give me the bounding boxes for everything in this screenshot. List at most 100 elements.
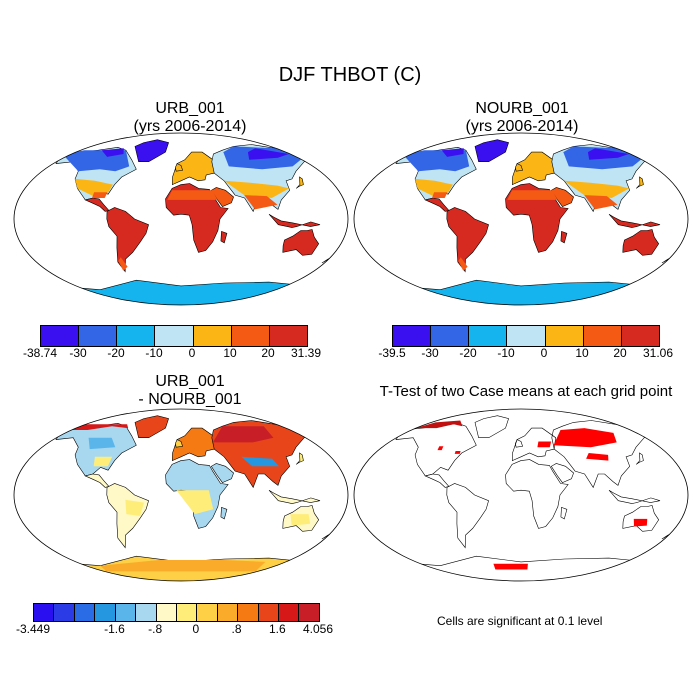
colorbar-tick-label: 20 bbox=[261, 346, 275, 360]
field-patch bbox=[432, 192, 448, 198]
colorbar-tick-label: 31.06 bbox=[642, 346, 674, 360]
colorbar-tick-label: 1.6 bbox=[268, 622, 286, 636]
colorbar-swatch bbox=[431, 326, 470, 346]
field-patch bbox=[584, 195, 618, 210]
land-antarctica bbox=[394, 279, 649, 305]
field-patch bbox=[454, 451, 461, 454]
land-japan bbox=[635, 452, 644, 465]
colorbar-swatch bbox=[117, 326, 156, 346]
land-madagascar bbox=[560, 506, 568, 520]
map-outline bbox=[13, 408, 349, 582]
panel-title-ttest: T-Test of two Case means at each grid po… bbox=[379, 383, 673, 400]
colorbar-tick-label: -30 bbox=[69, 346, 87, 360]
land-namerica bbox=[395, 422, 477, 477]
field-patch bbox=[93, 456, 113, 467]
colorbar-swatch bbox=[217, 604, 239, 621]
land-australia bbox=[622, 505, 660, 532]
land-australia bbox=[622, 229, 660, 256]
panel-title-nourb: NOURB_001 (yrs 2006-2014) bbox=[362, 100, 682, 136]
colorbar-swatch bbox=[469, 326, 508, 346]
field-patch bbox=[101, 148, 124, 157]
land-camerica bbox=[84, 473, 110, 488]
colorbar-swatch bbox=[197, 604, 218, 621]
map-urb bbox=[13, 132, 349, 306]
colorbar-tick-label: -39.5 bbox=[378, 346, 406, 360]
colorbar-swatch bbox=[621, 326, 659, 346]
panel-title-urb-line2: (yrs 2006-2014) bbox=[133, 118, 247, 135]
land-camerica bbox=[84, 197, 110, 212]
land-japan bbox=[635, 176, 644, 189]
land-japan bbox=[295, 176, 304, 189]
land-greenland bbox=[134, 415, 169, 438]
land-greenland bbox=[474, 415, 509, 438]
colorbar-urb bbox=[40, 325, 308, 347]
field-patch bbox=[633, 518, 648, 527]
colorbar-swatch bbox=[258, 604, 280, 621]
land-arabia bbox=[210, 187, 234, 207]
colorbar-swatch bbox=[34, 604, 55, 621]
field-patch bbox=[415, 420, 463, 429]
colorbar-swatch bbox=[193, 326, 232, 346]
land-uk bbox=[175, 163, 183, 172]
colorbar-swatch bbox=[269, 326, 307, 346]
land-samerica bbox=[446, 207, 489, 273]
land-indonesia bbox=[268, 213, 321, 228]
land-antarctica bbox=[394, 555, 649, 581]
land-indonesia bbox=[268, 489, 321, 504]
colorbar-swatch bbox=[176, 604, 198, 621]
map-outline bbox=[13, 132, 349, 306]
land-madagascar bbox=[560, 230, 568, 244]
land-uk bbox=[515, 439, 523, 448]
colorbar-tick-label: -10 bbox=[497, 346, 515, 360]
land-greenland bbox=[134, 139, 169, 162]
land-camerica bbox=[424, 197, 450, 212]
field-patch bbox=[587, 148, 629, 160]
colorbar-tick-label: -20 bbox=[107, 346, 125, 360]
colorbar-tick-label: -20 bbox=[459, 346, 477, 360]
colorbar-swatch bbox=[545, 326, 584, 346]
colorbar-swatch bbox=[279, 604, 300, 621]
colorbar-swatch bbox=[231, 326, 270, 346]
colorbar-swatch bbox=[54, 604, 75, 621]
colorbar-tick-label: .8 bbox=[231, 622, 242, 636]
colorbar-tick-label: -1.6 bbox=[104, 622, 125, 636]
field-patch bbox=[176, 490, 214, 515]
field-patch bbox=[118, 257, 128, 271]
field-patch bbox=[537, 441, 552, 448]
field-patch bbox=[92, 192, 108, 198]
colorbar-tick-label: 10 bbox=[223, 346, 237, 360]
field-patch bbox=[564, 180, 630, 198]
field-patch bbox=[75, 178, 113, 197]
land-arabia bbox=[210, 463, 234, 483]
field-patch bbox=[507, 190, 558, 200]
colorbar-swatch bbox=[95, 604, 116, 621]
map-outline bbox=[353, 408, 689, 582]
land-indonesia bbox=[608, 489, 661, 504]
land-samerica bbox=[106, 483, 149, 549]
panel-title-diff: URB_001 - NOURB_001 bbox=[30, 373, 350, 409]
field-patch bbox=[88, 437, 116, 450]
colorbar-tick-label: 0 bbox=[540, 346, 548, 360]
field-patch bbox=[437, 446, 444, 451]
colorbar-swatch bbox=[136, 604, 157, 621]
land-namerica bbox=[55, 422, 137, 477]
colorbar-tick-label: 20 bbox=[613, 346, 627, 360]
field-patch bbox=[100, 560, 266, 572]
land-camerica bbox=[424, 473, 450, 488]
colorbar-tick-label: 31.39 bbox=[290, 346, 322, 360]
land-uk bbox=[515, 163, 523, 172]
map-nourb bbox=[353, 132, 689, 306]
colorbar-tick-label: -38.74 bbox=[22, 346, 58, 360]
colorbar-tick-label: -30 bbox=[421, 346, 439, 360]
field-patch bbox=[244, 195, 278, 210]
map-ttest bbox=[353, 408, 689, 582]
land-arabia bbox=[550, 187, 574, 207]
land-uk bbox=[175, 439, 183, 448]
field-patch bbox=[224, 180, 290, 198]
field-patch bbox=[493, 563, 528, 570]
field-patch bbox=[62, 424, 129, 430]
land-asia bbox=[551, 420, 654, 489]
colorbar-diff bbox=[33, 603, 320, 622]
field-patch bbox=[441, 148, 464, 157]
map-diff bbox=[13, 408, 349, 582]
